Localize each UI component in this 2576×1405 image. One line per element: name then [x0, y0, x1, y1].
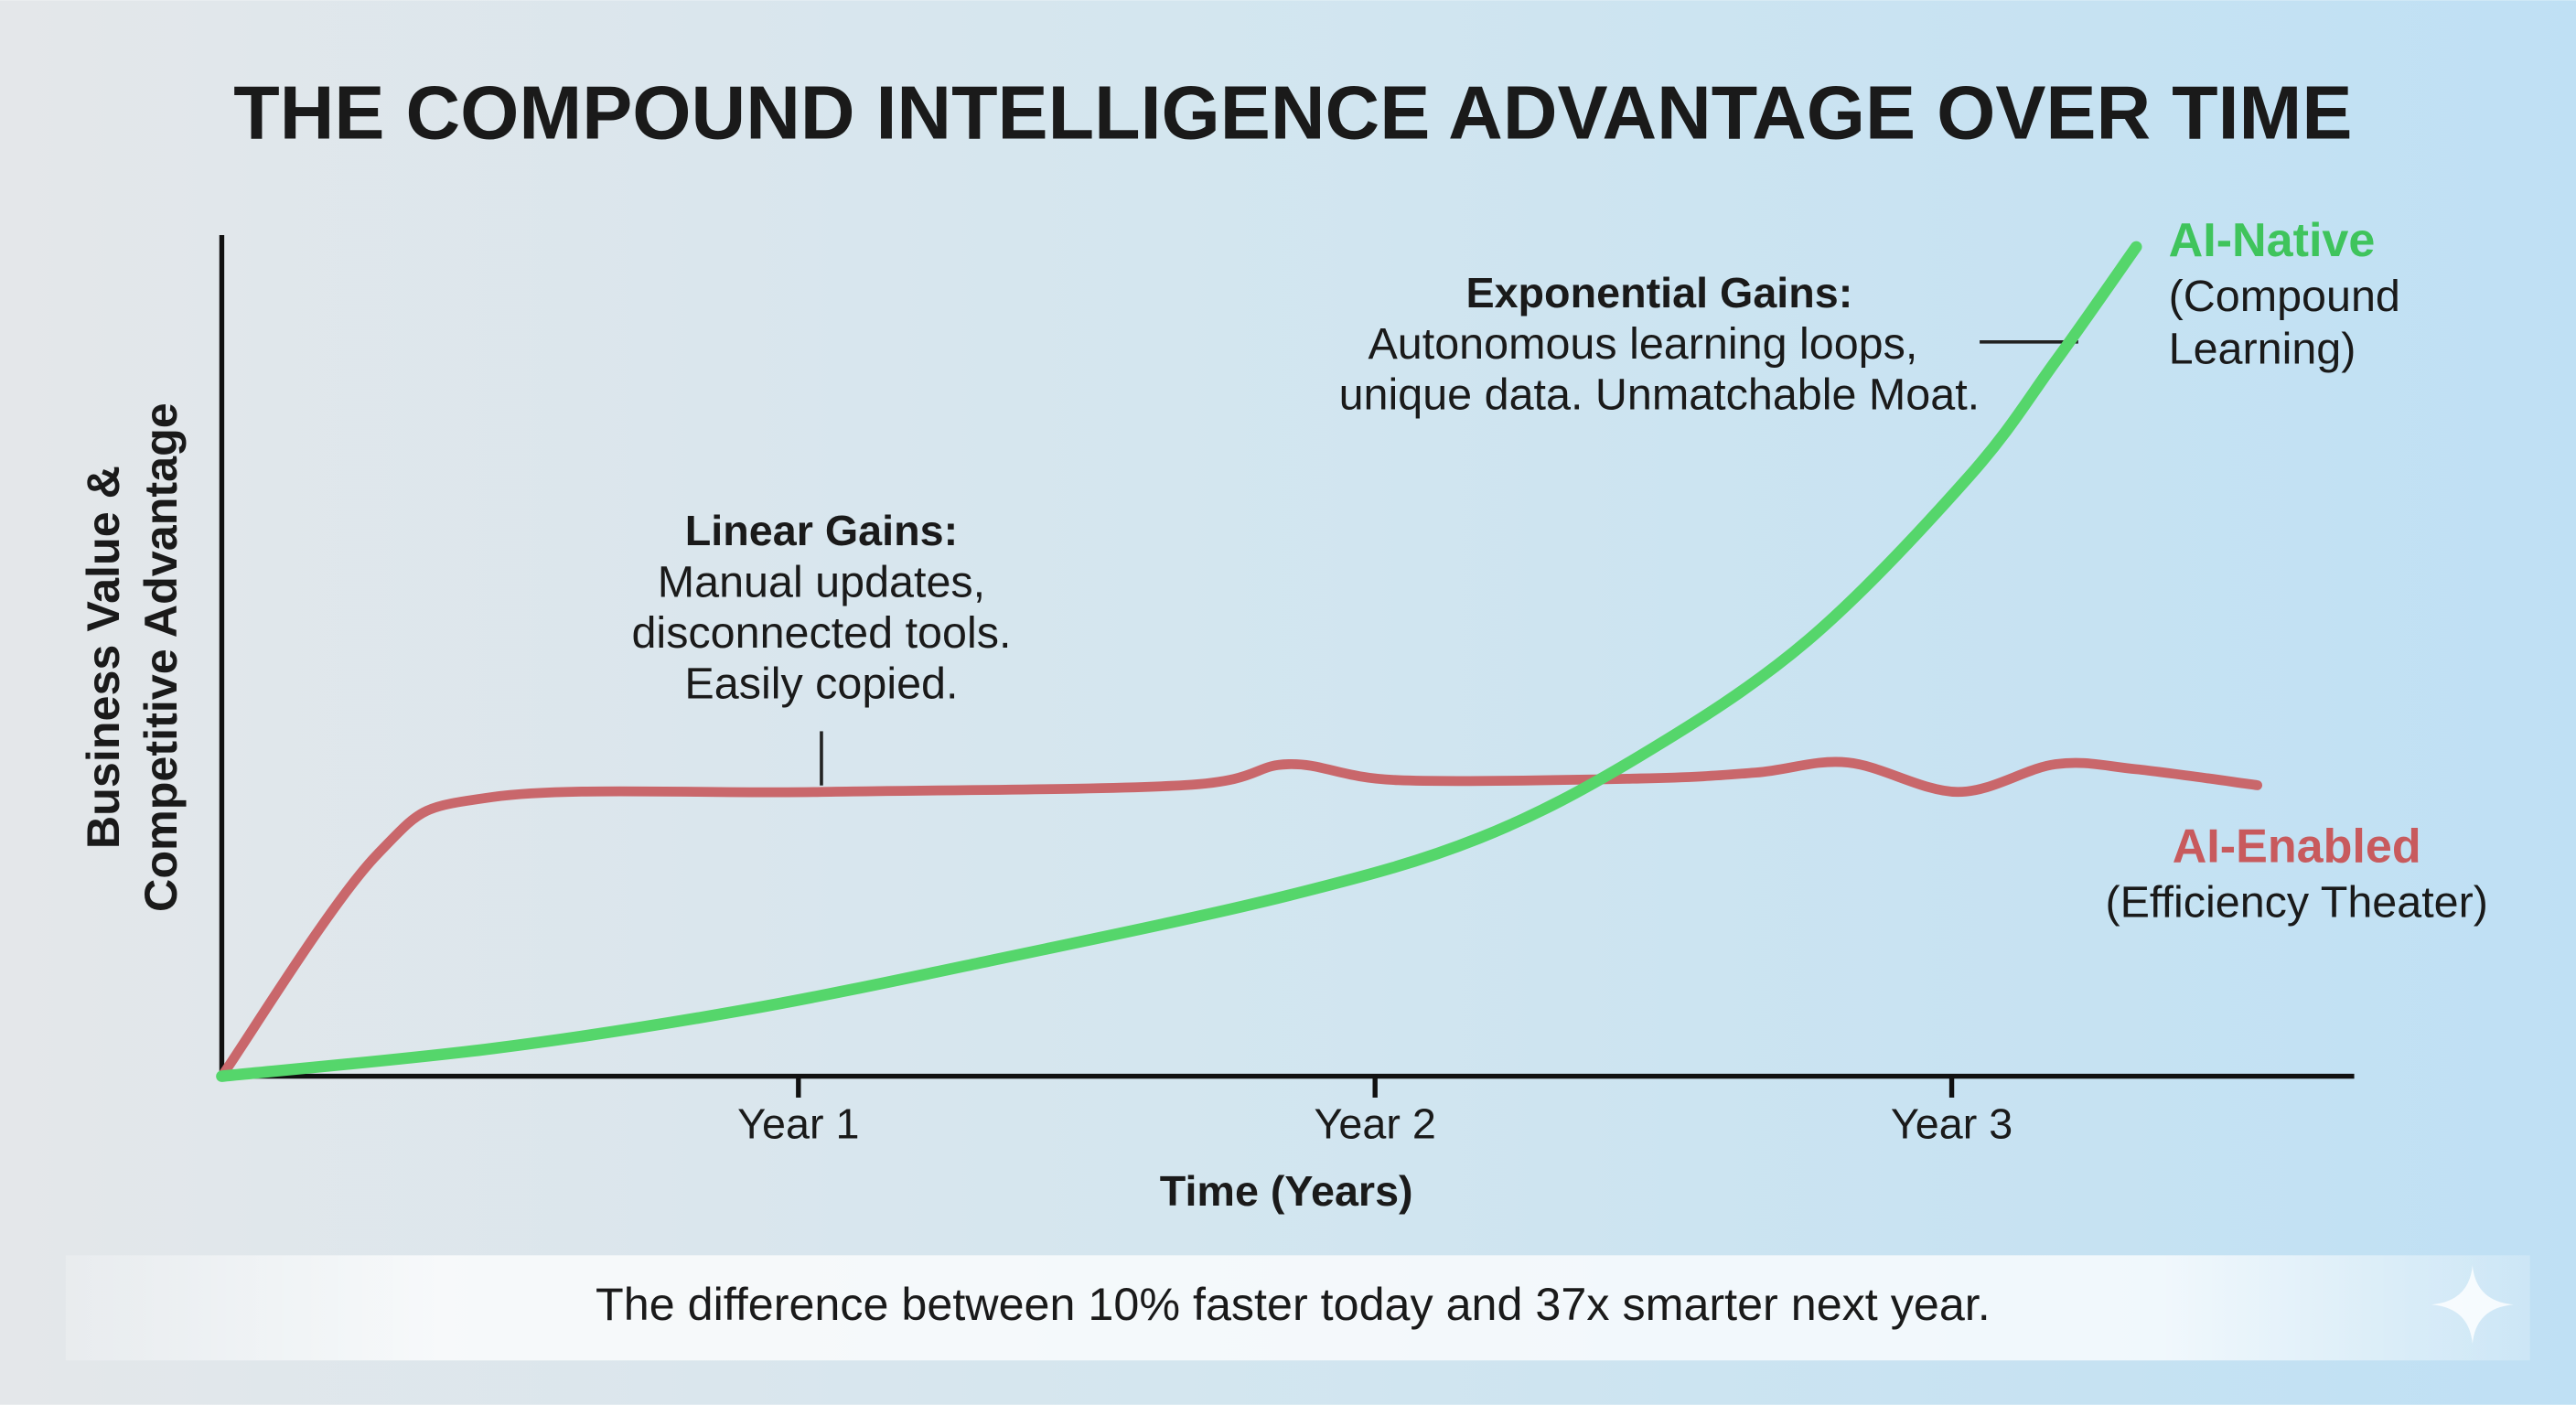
annotation-title: Linear Gains: — [685, 507, 958, 554]
annotation-title: Exponential Gains: — [1465, 269, 1852, 316]
series-description: (Compound — [2169, 272, 2400, 321]
chart-title: THE COMPOUND INTELLIGENCE ADVANTAGE OVER… — [233, 70, 2352, 155]
y-axis-label-line: Business Value & — [77, 466, 129, 849]
series-label: AI-Native — [2169, 214, 2376, 267]
x-tick-label: Year 3 — [1891, 1100, 2012, 1148]
annotation-text: Manual updates, — [658, 557, 985, 606]
x-tick-label: Year 2 — [1315, 1100, 1436, 1148]
series-line — [216, 241, 2142, 1082]
series-line — [217, 756, 2263, 1081]
series-label: AI-Enabled — [2173, 820, 2421, 873]
annotation-text: disconnected tools. — [631, 608, 1011, 658]
annotation-text: Autonomous learning loops, — [1368, 319, 1917, 369]
x-tick-label: Year 1 — [737, 1100, 859, 1148]
annotation-text: unique data. Unmatchable Moat. — [1339, 370, 1980, 420]
caption-band — [65, 1255, 2530, 1361]
series-description: Learning) — [2169, 324, 2356, 373]
caption: The difference between 10% faster today … — [596, 1278, 1991, 1330]
x-axis-label: Time (Years) — [1160, 1167, 1413, 1215]
sparkle-icon — [2431, 1265, 2514, 1345]
annotation-text: Easily copied. — [684, 660, 958, 709]
y-axis-label: Business Value & Competitive Advantage — [77, 402, 187, 912]
series-description: (Efficiency Theater) — [2105, 878, 2487, 928]
y-axis-label-line: Competitive Advantage — [134, 402, 187, 912]
